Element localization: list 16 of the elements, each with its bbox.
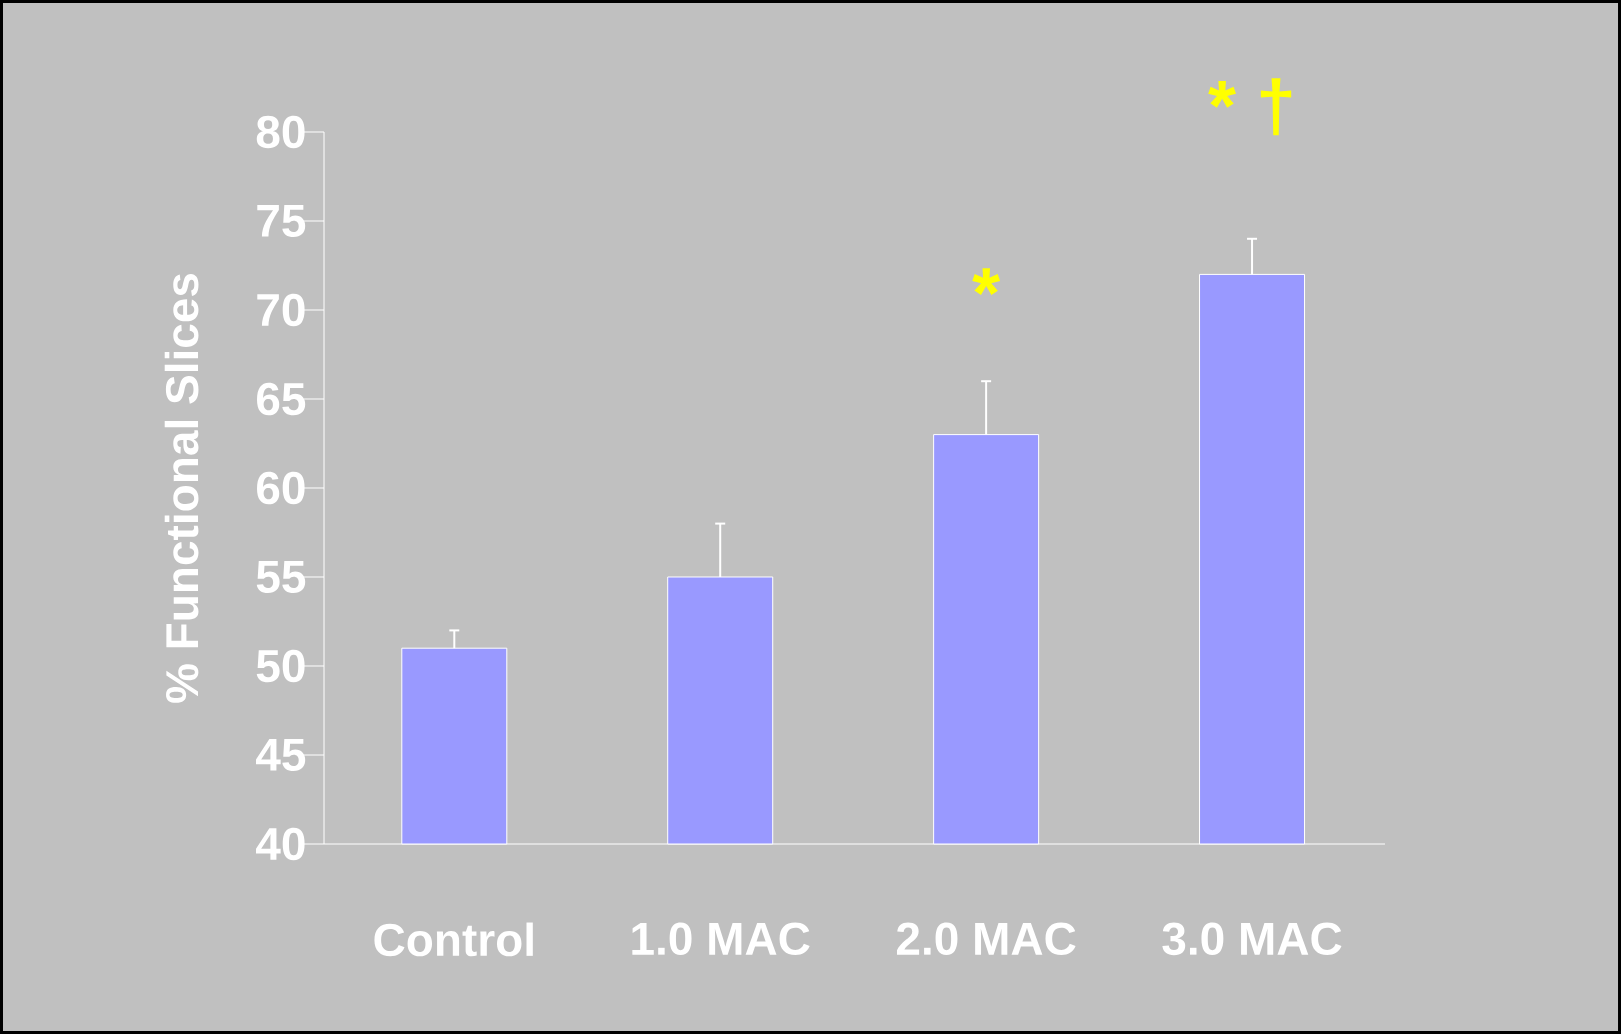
y-tick-label: 55 [256, 560, 306, 594]
y-tick-label: 60 [257, 471, 305, 505]
x-tick-label: 2.0 MAC [896, 922, 1076, 956]
y-tick-label: 65 [257, 382, 306, 416]
y-tick-label: 40 [256, 827, 305, 861]
y-tick-label: 75 [257, 204, 306, 238]
x-tick-label: 3.0 MAC [1162, 922, 1342, 956]
y-tick-label: 80 [256, 115, 305, 149]
y-tick-label: 50 [256, 649, 305, 683]
annotation: * † [1208, 78, 1292, 136]
x-tick-label: 1.0 MAC [632, 922, 810, 956]
x-tick-label: Control [374, 922, 533, 957]
y-tick-label: 45 [256, 738, 306, 772]
annotation: * [972, 268, 1001, 295]
y-axis-title: % Functional Slices [164, 273, 199, 703]
y-tick-label: 70 [257, 293, 305, 327]
